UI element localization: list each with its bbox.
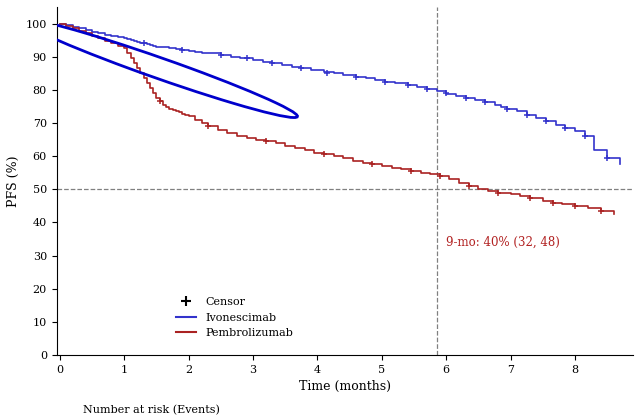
- Legend: Censor, Ivonescimab, Pembrolizumab: Censor, Ivonescimab, Pembrolizumab: [172, 293, 298, 343]
- X-axis label: Time (months): Time (months): [299, 380, 391, 393]
- Text: 9-mo: 40% (32, 48): 9-mo: 40% (32, 48): [446, 236, 560, 249]
- Text: Number at risk (Events): Number at risk (Events): [83, 404, 220, 415]
- Y-axis label: PFS (%): PFS (%): [7, 155, 20, 207]
